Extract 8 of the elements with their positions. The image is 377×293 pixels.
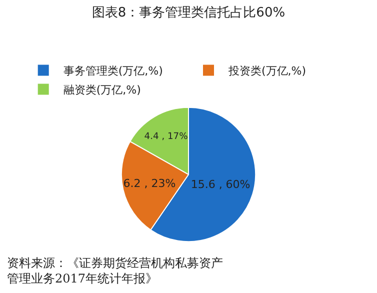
- data-label: 6.2 , 23%: [123, 177, 176, 190]
- legend-label: 事务管理类(万亿,%): [63, 64, 163, 78]
- data-label: 4.4 , 17%: [144, 132, 188, 142]
- legend-label: 投资类(万亿,%): [228, 64, 306, 78]
- legend-label: 融资类(万亿,%): [63, 84, 141, 97]
- chart-title: 图表8：事务管理类信托占比60%: [92, 5, 286, 20]
- data-label: 15.6 , 60%: [190, 178, 250, 191]
- text: 资料来源：《证券期货经营机构私募资产管理业务2017年统计年报》: [7, 256, 223, 286]
